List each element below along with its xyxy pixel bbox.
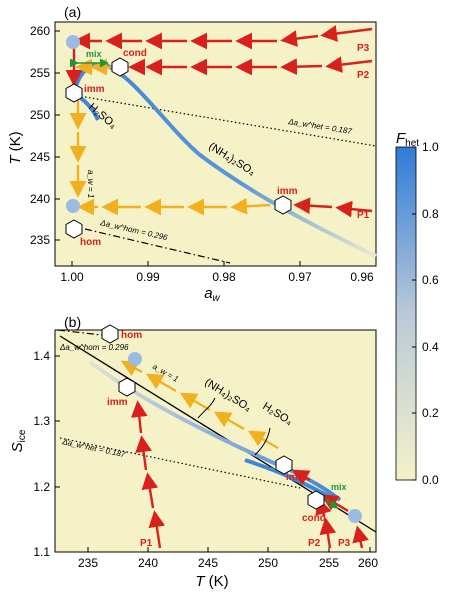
imm-label-a: imm <box>84 84 105 95</box>
colorbar-tick: 0.6 <box>422 273 439 287</box>
panel-a-xtick: 1.00 <box>60 270 84 284</box>
cond-hexagon-a <box>111 57 129 77</box>
panel-a-ytick: 250 <box>30 108 50 122</box>
panel-a-xtick: 0.98 <box>212 270 236 284</box>
p1-label-b: P1 <box>140 538 153 549</box>
panel-b-xtick: 260 <box>358 556 378 570</box>
mix-label-a: mix <box>86 49 102 59</box>
colorbar-tick: 1.0 <box>422 140 439 154</box>
panel-b-label: (b) <box>64 314 81 330</box>
imm-marker-a <box>66 199 80 213</box>
colorbar-tick: 0.2 <box>422 406 439 420</box>
panel-b-xtick: 240 <box>138 556 158 570</box>
panel-b-y-ticks: 1.4 1.3 1.2 1.1 <box>33 349 60 559</box>
imm-hexagon-b <box>118 377 136 397</box>
imm-hexagon-p1-a <box>274 195 292 215</box>
panel-b-ytick: 1.2 <box>33 480 50 494</box>
p3-label-b: P3 <box>338 538 351 549</box>
colorbar-gradient <box>395 146 417 481</box>
p1-label-a: P1 <box>357 210 370 221</box>
colorbar-tick: 0.8 <box>422 207 439 221</box>
cond-hexagon-b <box>307 490 325 510</box>
panel-b-xlabel: T (K) <box>195 573 228 590</box>
h2so4-curve-b <box>244 458 336 502</box>
aw1-label-a: a_w = 1 <box>86 170 95 198</box>
panel-b-ytick: 1.3 <box>33 414 50 428</box>
red-arrow-imm-b <box>291 469 311 486</box>
hom-hexagon-b <box>101 324 119 344</box>
hom-top-marker-b <box>128 352 142 366</box>
panel-a-xlabel: aw <box>204 285 220 304</box>
p3-start-marker-b <box>348 509 362 523</box>
imm-label-h2so4-b: imm <box>286 472 307 483</box>
panel-a-xtick: 0.99 <box>136 270 160 284</box>
p1-arrows-a <box>293 197 373 218</box>
panel-a-ytick: 255 <box>30 66 50 80</box>
p3-arrows-a <box>73 25 373 50</box>
panel-b-xtick: 255 <box>319 556 339 570</box>
panel-a-y-ticks: 260 255 250 245 240 235 <box>30 24 60 247</box>
panel-a-x-ticks: 1.00 0.99 0.98 0.97 0.96 <box>60 261 377 284</box>
hom-line-a <box>84 228 231 264</box>
het-line-a <box>84 96 377 147</box>
imm-hexagon-h2so4-b <box>275 455 293 475</box>
hom-line-b <box>57 329 111 337</box>
hom-label-b: hom <box>121 330 142 341</box>
p3-start-marker-a <box>66 35 80 49</box>
panel-b-ytick: 1.1 <box>33 545 50 559</box>
p2-label-b: P2 <box>308 538 321 549</box>
panel-b-xtick: 250 <box>258 556 278 570</box>
hom-hexagon-a <box>65 219 83 239</box>
panel-b-ylabel: Sice <box>9 429 28 452</box>
panel-b-xtick: 235 <box>78 556 98 570</box>
panel-a-xtick: 0.96 <box>350 270 374 284</box>
hom-label-a: hom <box>80 237 101 248</box>
panel-a-ytick: 235 <box>30 233 50 247</box>
imm-label-p1-a: imm <box>277 186 298 197</box>
orange-arrows-b <box>120 360 279 450</box>
panel-b-x-ticks: 235 240 245 250 255 260 <box>78 547 378 570</box>
colorbar-title: Fhet <box>396 130 419 149</box>
p2-arrows-a <box>128 56 373 76</box>
panel-a-ylabel: T (K) <box>7 131 24 164</box>
panel-b: (b) 1.4 1.3 1.2 1.1 235 240 245 250 255 … <box>9 314 378 590</box>
panel-a-label: (a) <box>64 4 81 20</box>
colorbar-tick: 0.4 <box>422 340 439 354</box>
nh4-leader-b <box>197 397 216 419</box>
cond-label-b: cond <box>302 513 326 524</box>
het-line-b <box>59 437 301 489</box>
orange-arrows-a <box>69 58 271 216</box>
panel-a-xtick: 0.97 <box>288 270 312 284</box>
panel-b-ytick: 1.4 <box>33 349 50 363</box>
mix-label-b: mix <box>331 482 347 492</box>
colorbar-tick: 0.0 <box>422 473 439 487</box>
h2so4-leader-b <box>254 427 271 456</box>
imm-label-b: imm <box>107 397 128 408</box>
colorbar: Fhet 1.0 0.8 0.6 0.4 0.2 0.0 <box>395 130 439 487</box>
imm-hexagon-a <box>65 83 83 103</box>
p2-label-a: P2 <box>357 70 370 81</box>
p3-label-a: P3 <box>357 43 370 54</box>
panel-a: (a) 260 255 250 245 240 235 1.00 0.99 0.… <box>7 4 377 304</box>
cond-label-a: cond <box>123 48 147 59</box>
panel-a-ytick: 245 <box>30 150 50 164</box>
hom-anno-b: Δa_w^hom = 0.296 <box>59 343 129 352</box>
panel-b-xtick: 245 <box>198 556 218 570</box>
panel-a-ytick: 240 <box>30 192 50 206</box>
panel-a-ytick: 260 <box>30 24 50 38</box>
p1-arrows-b <box>130 400 166 549</box>
